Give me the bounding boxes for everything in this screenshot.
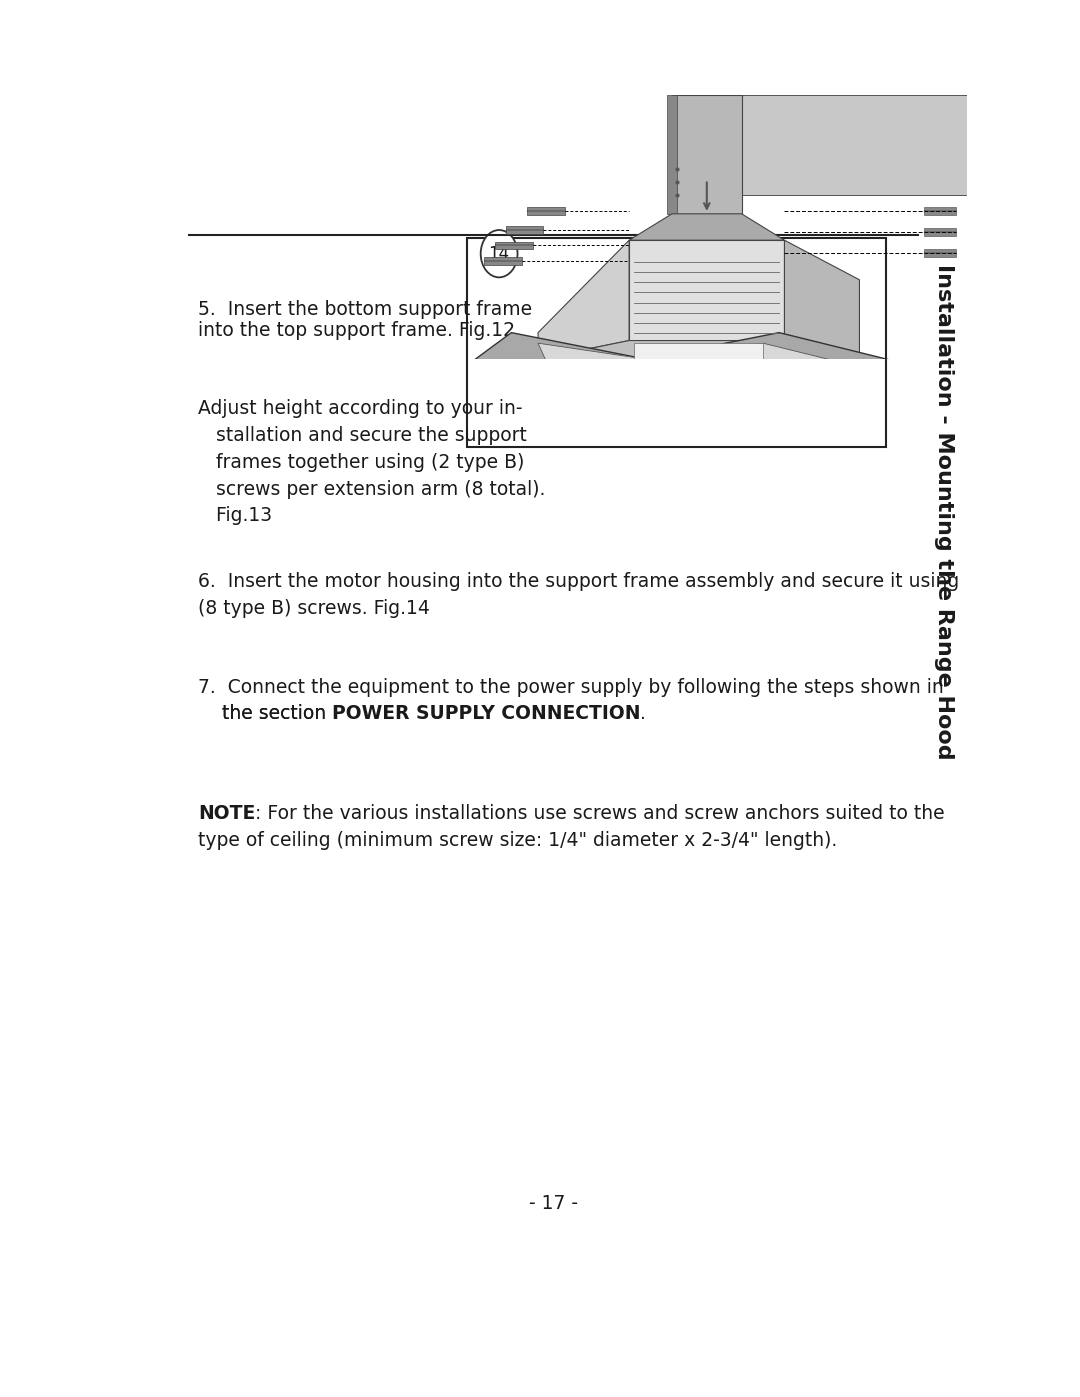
Bar xyxy=(468,237,886,447)
Text: Adjust height according to your in-: Adjust height according to your in- xyxy=(198,400,523,418)
Polygon shape xyxy=(538,341,860,380)
Text: 7.  Connect the equipment to the power supply by following the steps shown in: 7. Connect the equipment to the power su… xyxy=(198,678,944,697)
Bar xyxy=(485,257,522,265)
Polygon shape xyxy=(630,214,784,240)
Text: into the top support frame. Fig.12: into the top support frame. Fig.12 xyxy=(198,321,515,341)
Bar xyxy=(923,228,956,236)
Text: type of ceiling (minimum screw size: 1/4" diameter x 2-3/4" length).: type of ceiling (minimum screw size: 1/4… xyxy=(198,831,837,851)
Text: NOTE: NOTE xyxy=(198,805,255,823)
Text: the section: the section xyxy=(198,704,332,724)
Polygon shape xyxy=(458,332,940,412)
Bar xyxy=(923,207,956,215)
Text: .: . xyxy=(640,704,646,724)
Polygon shape xyxy=(538,344,860,391)
Bar xyxy=(923,250,956,257)
Text: (8 type B) screws. Fig.14: (8 type B) screws. Fig.14 xyxy=(198,599,430,617)
Bar xyxy=(527,207,565,215)
Polygon shape xyxy=(634,344,764,365)
Text: Installation - Mounting the Range Hood: Installation - Mounting the Range Hood xyxy=(934,264,955,760)
Text: the section: the section xyxy=(198,704,332,724)
Text: 5.  Insert the bottom support frame: 5. Insert the bottom support frame xyxy=(198,300,531,319)
Text: - 17 -: - 17 - xyxy=(529,1194,578,1213)
Text: stallation and secure the support: stallation and secure the support xyxy=(198,426,527,444)
Polygon shape xyxy=(784,240,860,359)
Text: 6.  Insert the motor housing into the support frame assembly and secure it using: 6. Insert the motor housing into the sup… xyxy=(198,573,959,591)
Polygon shape xyxy=(742,95,967,196)
Text: screws per extension arm (8 total).: screws per extension arm (8 total). xyxy=(198,479,545,499)
Text: : For the various installations use screws and screw anchors suited to the: : For the various installations use scre… xyxy=(255,805,945,823)
Polygon shape xyxy=(630,240,784,341)
Text: 14: 14 xyxy=(488,244,510,263)
Circle shape xyxy=(481,231,517,278)
Text: Fig.13: Fig.13 xyxy=(198,507,272,525)
Bar xyxy=(496,242,532,250)
Text: POWER SUPPLY CONNECTION: POWER SUPPLY CONNECTION xyxy=(332,704,640,724)
Polygon shape xyxy=(538,240,630,359)
Bar xyxy=(505,226,543,233)
Text: frames together using (2 type B): frames together using (2 type B) xyxy=(198,453,524,472)
Bar xyxy=(666,95,677,214)
Polygon shape xyxy=(672,95,742,214)
